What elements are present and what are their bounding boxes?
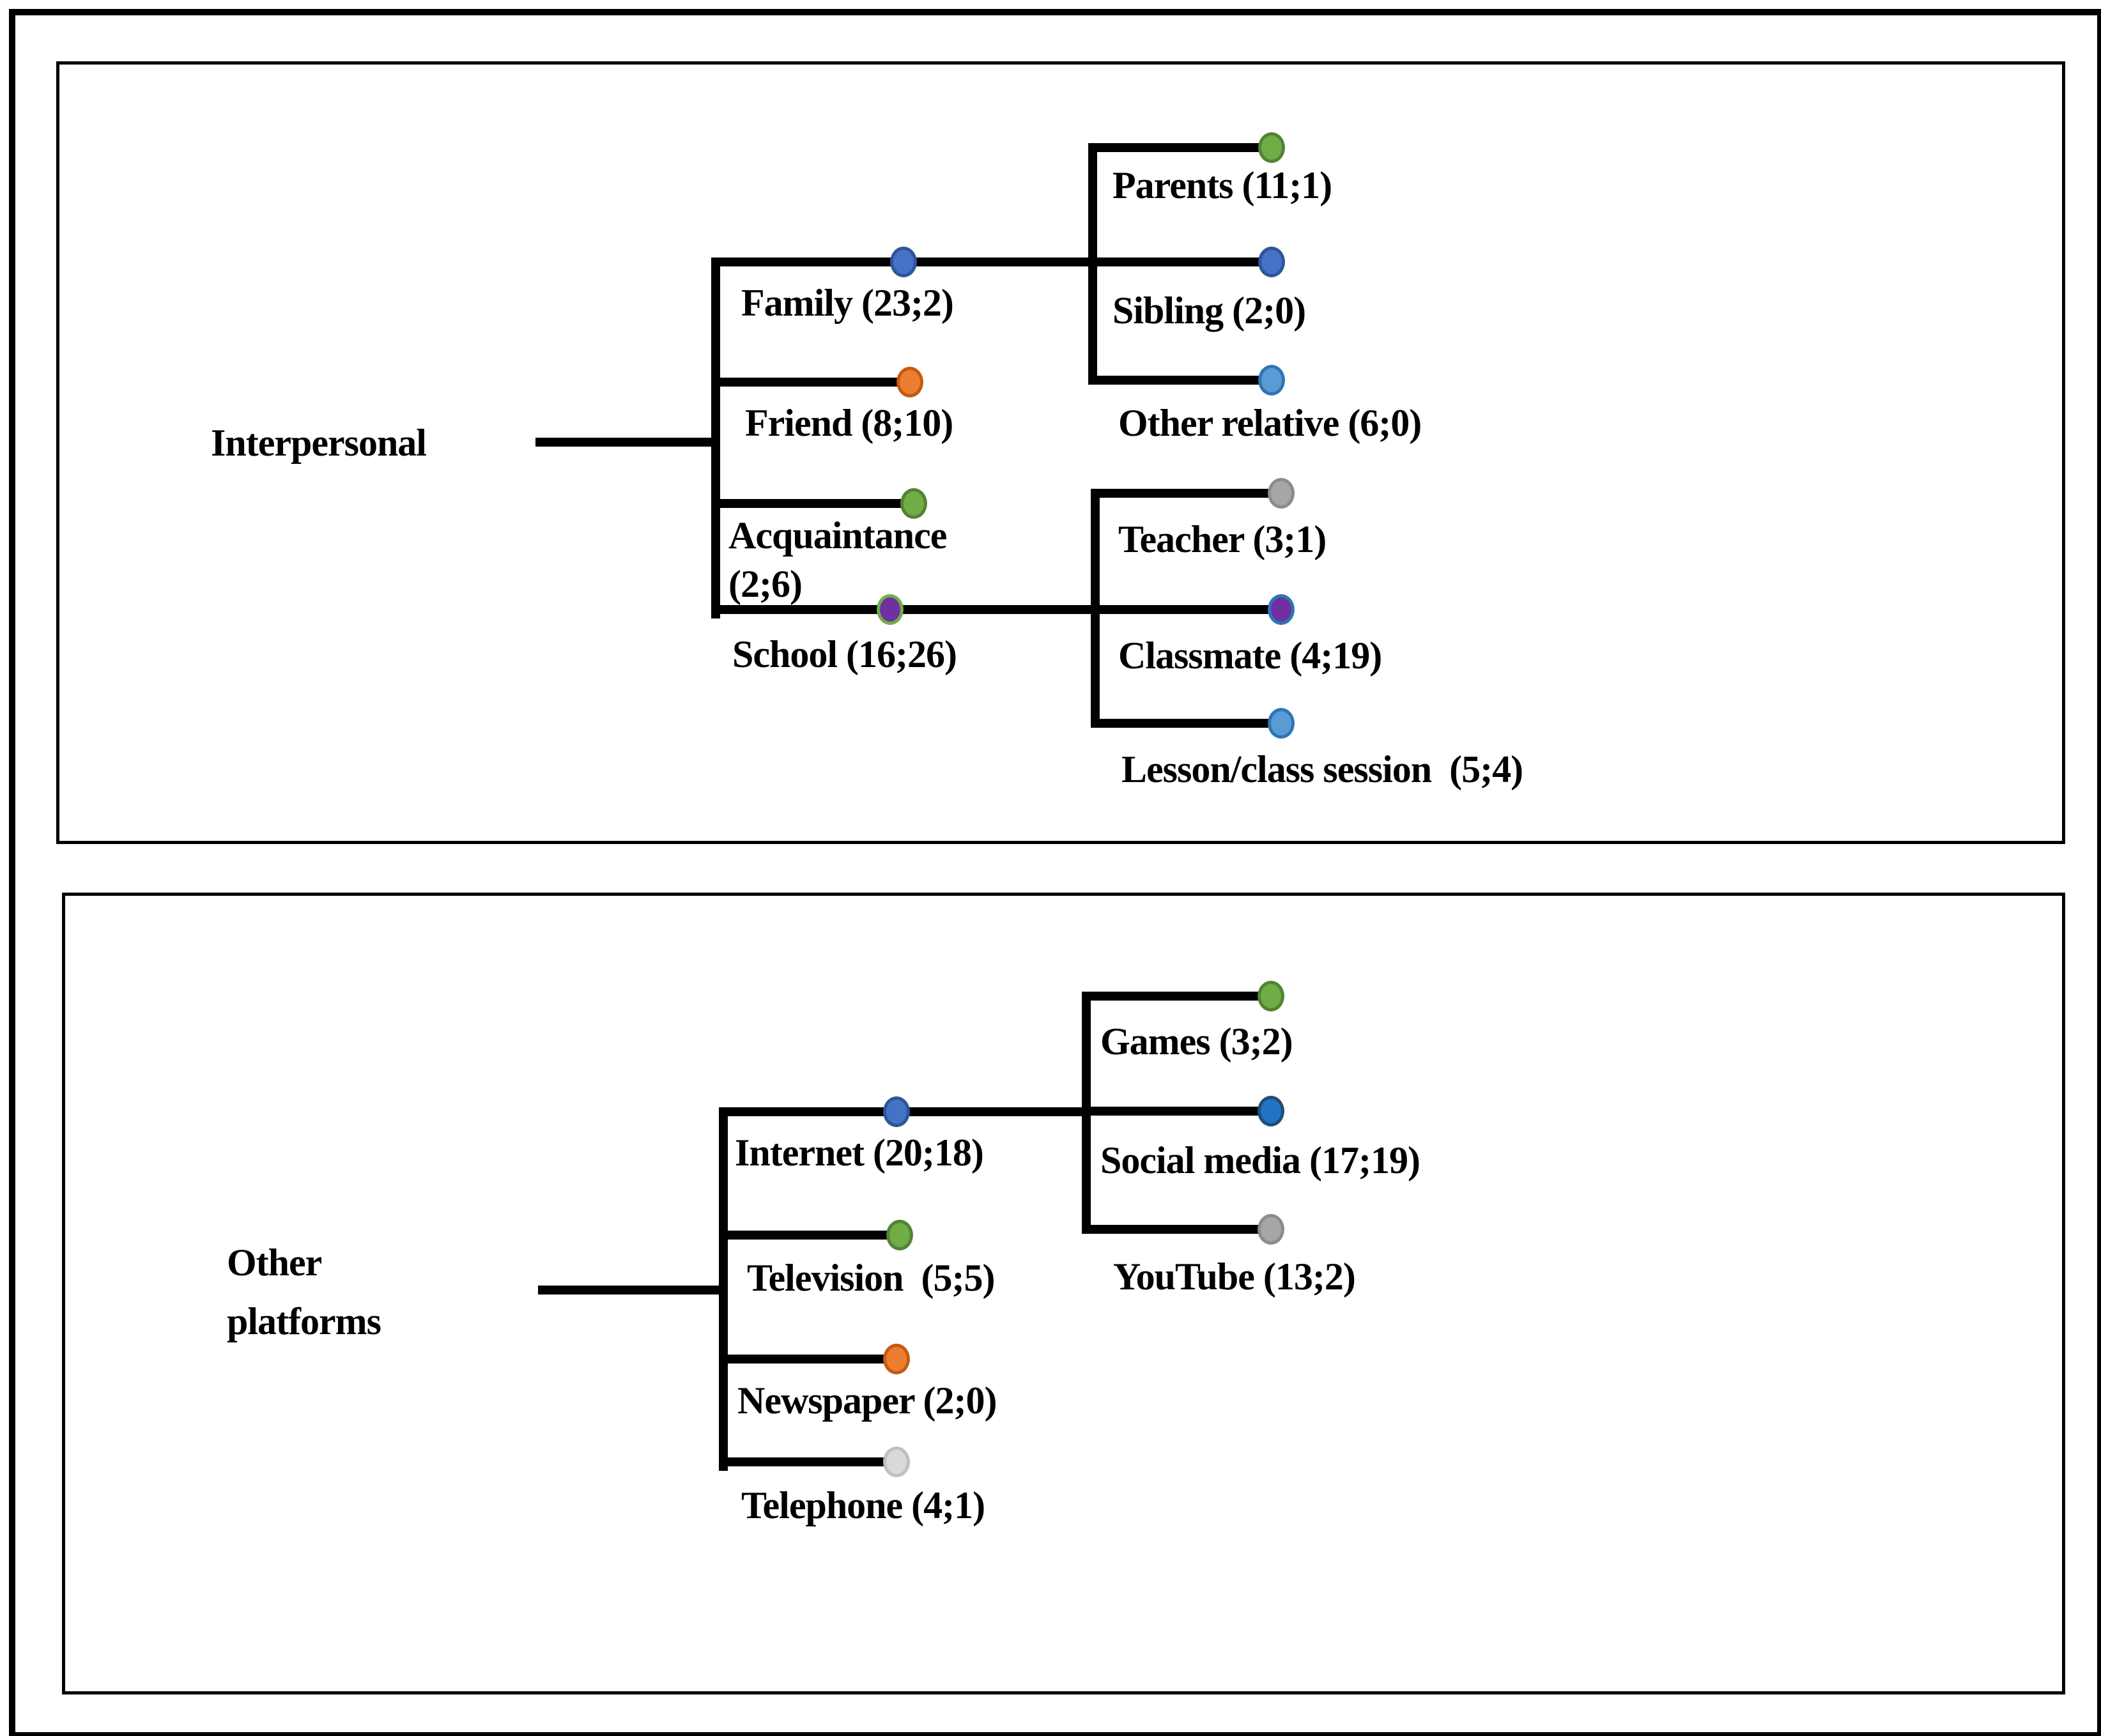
outer-frame [9, 9, 2101, 1736]
other-relative-node-dot [1258, 365, 1285, 396]
other-relative-node-label: Other relative (6;0) [1118, 402, 1422, 444]
sibling-node-label: Sibling (2;0) [1112, 289, 1306, 332]
sibling-node-dot [1258, 247, 1285, 277]
parents-node-label: Parents (11;1) [1112, 164, 1332, 206]
classmate-node-label: Classmate (4;19) [1118, 634, 1382, 677]
telephone-node-dot [883, 1447, 910, 1477]
interpersonal-root-label: Interpersonal [211, 422, 427, 464]
school-node-label: School (16;26) [732, 633, 957, 675]
family-sub-trunk-line [1088, 143, 1097, 385]
internet-node-label: Internet (20;18) [735, 1132, 984, 1174]
sibling-branch-line [1097, 257, 1275, 266]
acquaintance-node-dot [900, 488, 927, 519]
lesson-node-dot [1268, 708, 1295, 739]
acquaintance-branch-line [711, 499, 918, 508]
newspaper-node-label: Newspaper (2;0) [737, 1379, 997, 1422]
newspaper-node-dot [883, 1344, 910, 1374]
parents-branch-line [1088, 143, 1275, 152]
school-branch-line [711, 605, 1100, 614]
internet-sub-trunk-line [1082, 992, 1091, 1234]
friend-node-label: Friend (8;10) [745, 402, 953, 444]
teacher-node-label: Teacher (3;1) [1118, 518, 1327, 560]
television-node-label: Television (5;5) [747, 1257, 995, 1299]
television-branch-line [719, 1231, 904, 1240]
youtube-node-label: YouTube (13;2) [1113, 1256, 1356, 1298]
lesson-node-label: Lesson/class session (5;4) [1121, 748, 1523, 790]
family-node-dot [890, 247, 917, 277]
teacher-branch-line [1091, 489, 1284, 498]
classmate-node-dot [1268, 594, 1295, 625]
games-branch-line [1082, 992, 1275, 1001]
youtube-node-dot [1258, 1214, 1284, 1245]
newspaper-branch-line [719, 1355, 901, 1363]
telephone-branch-line [719, 1457, 901, 1466]
social-media-branch-line [1091, 1107, 1275, 1116]
interpersonal-trunk-line [711, 257, 720, 618]
other-platforms-panel [62, 893, 2065, 1694]
other-platforms-stem-line [538, 1286, 728, 1294]
teacher-node-dot [1268, 478, 1295, 509]
other-platforms-root-label: Other platforms [227, 1241, 381, 1342]
games-node-dot [1258, 981, 1284, 1011]
acquaintance-node-label: Acquaintance (2;6) [728, 514, 947, 605]
friend-node-dot [897, 367, 923, 397]
school-sub-trunk-line [1091, 489, 1100, 728]
interpersonal-stem-line [535, 438, 716, 447]
internet-node-dot [883, 1096, 910, 1127]
interpersonal-panel [56, 61, 2065, 844]
other-relative-branch-line [1088, 376, 1275, 385]
other-platforms-trunk-line [719, 1107, 728, 1471]
social-media-node-dot [1258, 1096, 1284, 1126]
parents-node-dot [1258, 132, 1285, 163]
youtube-branch-line [1082, 1225, 1275, 1234]
lesson-branch-line [1091, 719, 1284, 728]
games-node-label: Games (3;2) [1100, 1020, 1293, 1063]
social-media-node-label: Social media (17;19) [1100, 1139, 1420, 1181]
friend-branch-line [711, 378, 914, 387]
family-node-label: Family (23;2) [741, 282, 954, 324]
school-node-dot [877, 594, 904, 625]
classmate-branch-line [1100, 605, 1284, 614]
television-node-dot [886, 1220, 913, 1250]
telephone-node-label: Telephone (4;1) [741, 1484, 985, 1526]
